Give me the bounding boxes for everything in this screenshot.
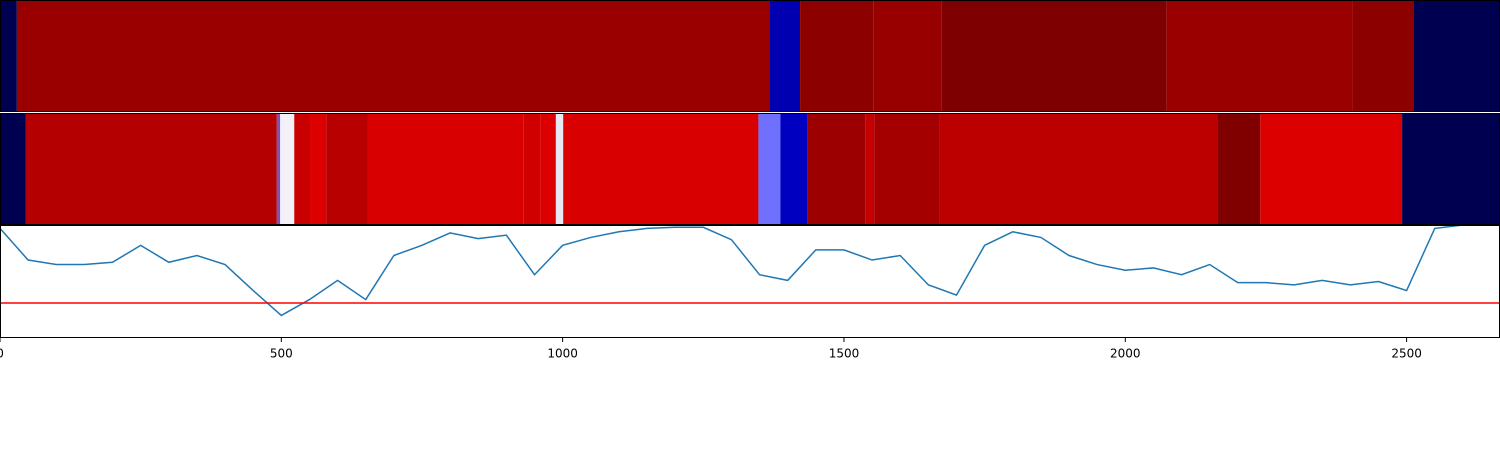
strip-segment — [941, 0, 1167, 112]
strip-segment — [807, 113, 866, 225]
strip-segment — [16, 0, 770, 112]
strip-segment — [1260, 113, 1403, 225]
strip-segment — [555, 113, 564, 225]
x-tick-label: 500 — [270, 347, 293, 361]
strip-segment — [1413, 0, 1500, 112]
strip-segment — [1352, 0, 1414, 112]
strip-segment — [280, 113, 295, 225]
strip-segment — [563, 113, 759, 225]
x-tick-label: 0 — [0, 347, 4, 361]
strip-segment — [873, 0, 942, 112]
strip-segment — [758, 113, 781, 225]
x-tick-label: 2500 — [1391, 347, 1422, 361]
strip-segment — [367, 113, 524, 225]
strip-segment — [800, 0, 874, 112]
data-line — [0, 225, 1491, 317]
strip-segment — [25, 113, 277, 225]
strip-segment — [1402, 113, 1500, 225]
plot-frame — [0, 225, 1500, 338]
strip-segment — [1166, 0, 1353, 112]
strip-segment — [939, 113, 1218, 225]
strip-segment — [865, 113, 875, 225]
x-tick-label: 2000 — [1110, 347, 1141, 361]
strip-segment — [523, 113, 541, 225]
strip-segment — [780, 113, 808, 225]
strip-segment — [310, 113, 327, 225]
strip-segment — [0, 113, 26, 225]
strip-segment — [1217, 113, 1261, 225]
strip-segment — [769, 0, 801, 112]
x-tick-label: 1000 — [547, 347, 578, 361]
strip-segment — [0, 0, 17, 112]
strip-segment — [276, 113, 281, 225]
x-tick-label: 1500 — [829, 347, 860, 361]
strip-segment — [294, 113, 311, 225]
strip-segment — [874, 113, 940, 225]
strip-segment — [326, 113, 368, 225]
strip-segment — [540, 113, 556, 225]
